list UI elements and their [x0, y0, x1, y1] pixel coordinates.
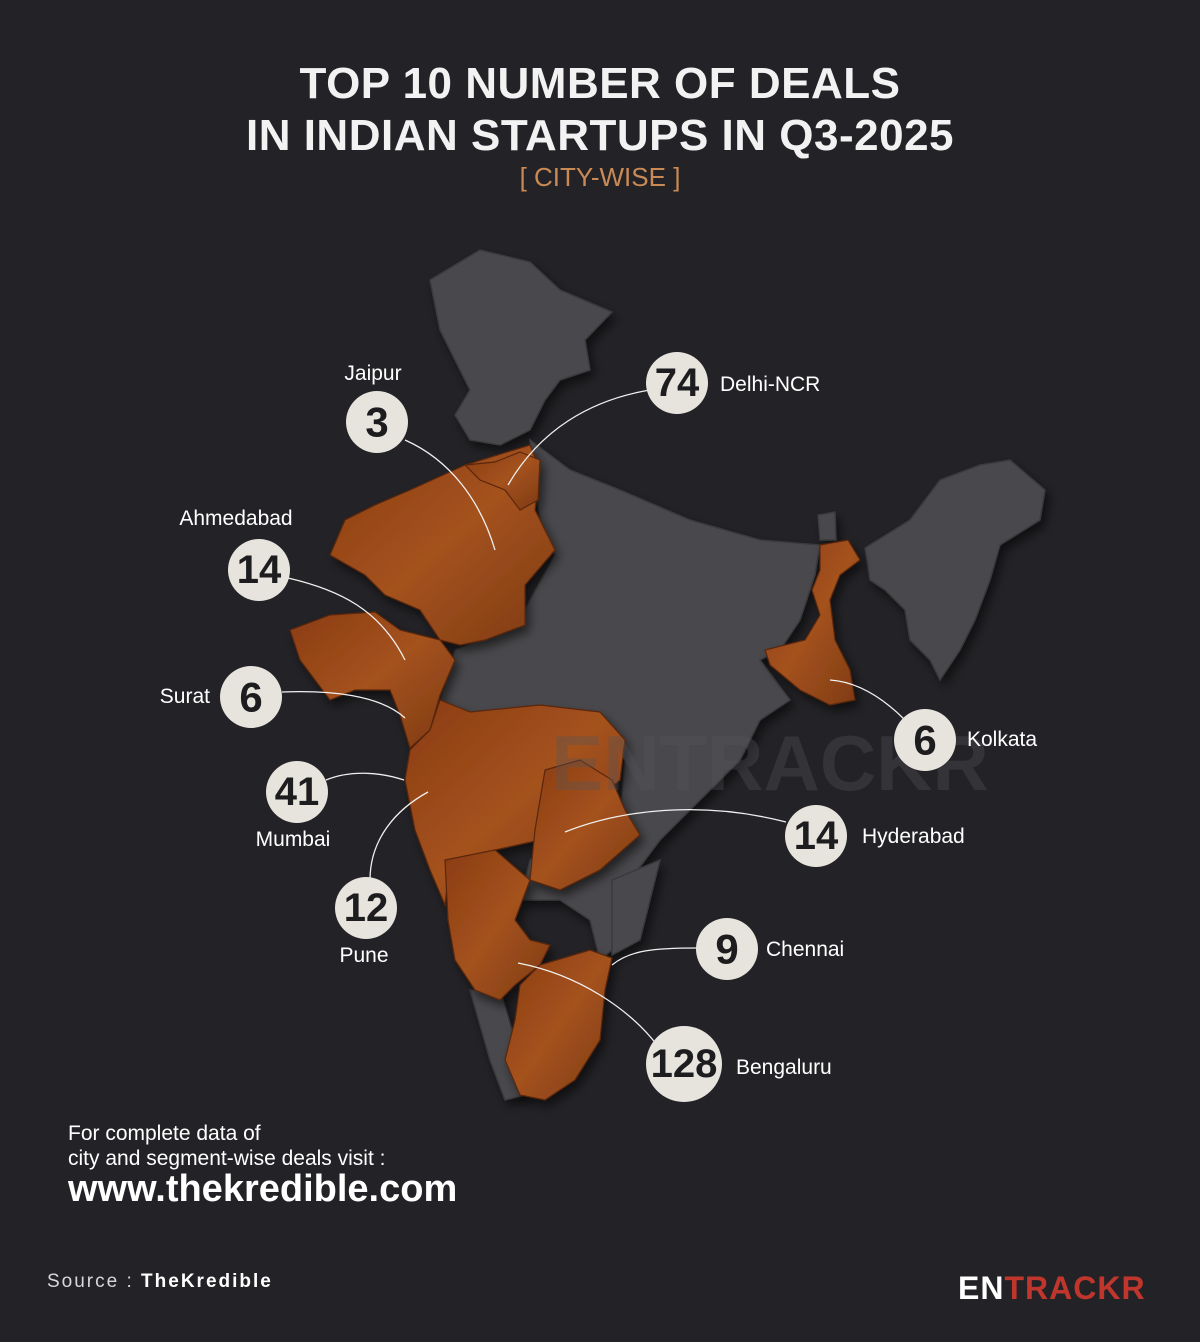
- pune-label: Pune: [339, 944, 388, 967]
- region-central-grey: [439, 438, 821, 962]
- leader-line-surat: [281, 690, 406, 719]
- ahmedabad-label: Ahmedabad: [179, 507, 292, 530]
- jaipur-label: Jaipur: [344, 362, 401, 385]
- bengaluru-deals: 128: [651, 1042, 718, 1086]
- page-title: TOP 10 NUMBER OF DEALS IN INDIAN STARTUP…: [0, 58, 1200, 162]
- mumbai-label: Mumbai: [256, 828, 331, 851]
- region-gujarat: [289, 611, 456, 750]
- leader-line-ahmedabad: [287, 577, 406, 661]
- source-credit: Source : TheKredible: [47, 1271, 273, 1293]
- region-northeast: [864, 459, 1046, 682]
- source-label: Source :: [47, 1271, 134, 1292]
- hyderabad-deals: 14: [794, 814, 839, 858]
- region-haryana-delhi: [463, 451, 541, 511]
- leader-line-kolkata: [829, 679, 906, 721]
- highlighted-regions: [289, 444, 861, 1101]
- delhi-deals: 74: [655, 361, 700, 405]
- leader-line-chennai: [611, 947, 698, 966]
- chennai-deals: 9: [715, 926, 738, 973]
- badge-jaipur: 3 Jaipur: [344, 362, 408, 453]
- region-tamil-nadu: [504, 949, 613, 1101]
- region-sikkim: [817, 511, 837, 541]
- entrackr-logo: ENTRACKR: [958, 1270, 1146, 1307]
- hyderabad-label: Hyderabad: [862, 825, 965, 848]
- badge-hyderabad: 14 Hyderabad: [785, 805, 965, 867]
- logo-part-1: EN: [958, 1270, 1005, 1306]
- badge-surat: 6 Surat: [160, 666, 282, 728]
- kolkata-deals: 6: [913, 717, 936, 764]
- pune-deals: 12: [344, 886, 389, 930]
- cta-line-2: city and segment-wise deals visit :: [68, 1147, 386, 1170]
- badge-kolkata: 6 Kolkata: [894, 709, 1037, 771]
- badge-mumbai: 41 Mumbai: [256, 761, 331, 851]
- kolkata-label: Kolkata: [967, 728, 1037, 751]
- region-north: [429, 249, 614, 446]
- leader-line-pune: [369, 791, 429, 881]
- badge-ahmedabad: 14 Ahmedabad: [179, 507, 293, 601]
- badge-pune: 12 Pune: [335, 877, 397, 967]
- title-line-2: IN INDIAN STARTUPS IN Q3-2025: [245, 111, 955, 160]
- surat-deals: 6: [239, 674, 262, 721]
- badge-bengaluru: 128 Bengaluru: [646, 1026, 832, 1102]
- leader-line-hyderabad: [564, 809, 787, 833]
- region-east-coast: [611, 858, 662, 957]
- website-link[interactable]: www.thekredible.com: [68, 1168, 458, 1210]
- leader-line-delhi: [507, 389, 651, 486]
- ahmedabad-deals: 14: [237, 548, 282, 592]
- source-name: TheKredible: [141, 1271, 273, 1292]
- city-badges: 74 Delhi-NCR 3 Jaipur 14 Ahmedabad 6 Sur…: [160, 352, 1037, 1102]
- mumbai-deals: 41: [275, 770, 320, 814]
- leader-line-jaipur: [404, 439, 496, 551]
- delhi-label: Delhi-NCR: [720, 373, 820, 396]
- logo-part-2: TRACKR: [1004, 1270, 1146, 1306]
- cta-line-1: For complete data of: [68, 1122, 261, 1145]
- badge-chennai: 9 Chennai: [696, 918, 844, 980]
- leader-lines: [281, 389, 906, 1046]
- badge-delhi-ncr: 74 Delhi-NCR: [646, 352, 820, 414]
- jaipur-deals: 3: [365, 399, 388, 446]
- leader-line-bengaluru: [517, 962, 658, 1046]
- page-subtitle: [ CITY-WISE ]: [519, 162, 681, 192]
- bengaluru-label: Bengaluru: [736, 1056, 832, 1079]
- title-line-1: TOP 10 NUMBER OF DEALS: [299, 59, 901, 108]
- leader-line-mumbai: [325, 772, 405, 781]
- region-maharashtra: [404, 699, 626, 908]
- region-west-bengal: [764, 539, 861, 706]
- surat-label: Surat: [160, 685, 210, 708]
- chennai-label: Chennai: [766, 938, 844, 961]
